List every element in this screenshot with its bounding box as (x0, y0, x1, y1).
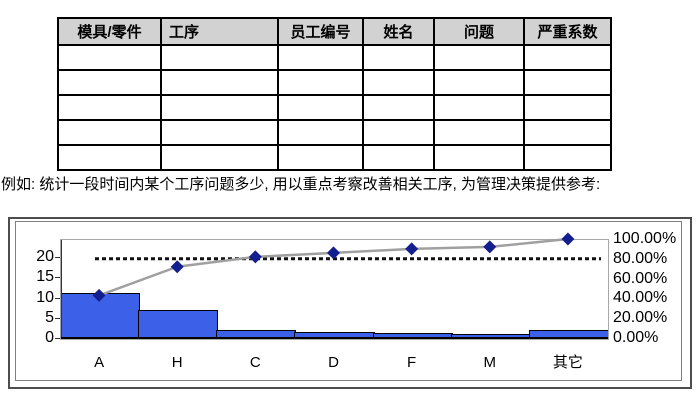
left-axis-tick-mark (55, 317, 60, 319)
table-cell (523, 44, 612, 71)
table-cell (160, 94, 279, 121)
left-axis-tick-mark (55, 338, 60, 339)
y-axis-line (61, 240, 62, 339)
table-cell (362, 144, 435, 171)
table-cell (277, 144, 364, 171)
cumulative-line-layer (92, 232, 601, 302)
pareto-chart: 20 15 10 5 0 100.00% 80.00% 60.00% 40.00% 20.00% 0… (15, 221, 682, 381)
column-header-process: 工序 (160, 17, 279, 46)
table-cell (160, 44, 279, 71)
category-label-H: H (171, 354, 183, 371)
pareto-chart-frame: 20 15 10 5 0 100.00% 80.00% 60.00% 40.00% 20.00% 0… (8, 217, 692, 389)
category-label-其它: 其它 (552, 354, 583, 371)
left-axis-tick-label: 0 (45, 329, 54, 346)
category-label-C: C (249, 354, 261, 371)
cumulative-marker-M (483, 240, 497, 254)
record-table: 模具/零件 工序 员工编号 姓名 问题 严重系数 (57, 17, 612, 171)
table-cell (523, 94, 612, 121)
table-header-row: 模具/零件 工序 员工编号 姓名 问题 严重系数 (57, 17, 612, 46)
table-cell (362, 69, 435, 96)
table-cell (433, 94, 525, 121)
table-cell (362, 119, 435, 146)
table-cell (277, 94, 364, 121)
table-cell (362, 94, 435, 121)
left-axis-tick-label: 20 (36, 248, 54, 265)
cumulative-marker-C (248, 250, 262, 264)
right-axis-tick-label: 0.00% (613, 329, 659, 346)
table-cell (523, 69, 612, 96)
table-cell (57, 94, 162, 121)
table-cell (57, 144, 162, 171)
right-axis-tick-label: 60.00% (613, 269, 668, 287)
table-cell (277, 69, 364, 96)
right-axis-tick-label: 20.00% (613, 309, 668, 327)
column-header-mold-part: 模具/零件 (57, 17, 162, 46)
table-cell (160, 144, 279, 171)
column-header-problem: 问题 (433, 17, 525, 46)
cumulative-marker-F (405, 242, 419, 256)
table-cell (523, 144, 612, 171)
table-cell (57, 119, 162, 146)
pareto-bar-H (138, 309, 219, 339)
left-axis-tick-mark (55, 297, 60, 299)
table-row (57, 44, 612, 71)
table-cell (160, 69, 279, 96)
table-cell (433, 119, 525, 146)
table-cell (362, 44, 435, 71)
table-cell (57, 69, 162, 96)
table-row (57, 144, 612, 171)
table-cell (277, 44, 364, 71)
column-header-employee-id: 员工编号 (277, 17, 364, 46)
table-row (57, 94, 612, 121)
table-row (57, 119, 612, 146)
left-axis-tick-label: 5 (45, 308, 54, 326)
cumulative-marker-其它 (561, 232, 575, 246)
table-cell (160, 119, 279, 146)
table-cell (277, 119, 364, 146)
cumulative-marker-A (92, 288, 106, 302)
x-axis-line (61, 337, 608, 339)
cumulative-marker-D (327, 246, 340, 260)
left-axis-tick-label: 15 (36, 268, 54, 286)
category-label-D: D (328, 354, 339, 371)
example-caption: 例如: 统计一段时间内某个工序问题多少, 用以重点考察改善相关工序, 为管理决策… (1, 176, 601, 193)
table-cell (433, 69, 525, 96)
right-axis-tick-label: 80.00% (613, 249, 668, 267)
category-label-M: M (483, 354, 497, 371)
column-header-severity: 严重系数 (523, 17, 612, 46)
left-axis-tick-mark (55, 257, 60, 258)
category-label-F: F (407, 354, 417, 371)
column-header-name: 姓名 (362, 17, 435, 46)
table-row (57, 69, 612, 96)
table-body (57, 44, 612, 171)
table-cell (523, 119, 612, 146)
right-axis-tick-label: 40.00% (613, 289, 668, 307)
table-cell (57, 44, 162, 71)
cumulative-marker-H (170, 260, 184, 274)
left-axis-tick-label: 10 (36, 288, 54, 306)
category-label-A: A (94, 354, 105, 371)
right-axis-tick-label: 100.00% (613, 230, 677, 247)
left-axis-tick-mark (55, 277, 60, 279)
table-cell (433, 144, 525, 171)
table-cell (433, 44, 525, 71)
pareto-bar-其它 (528, 329, 608, 339)
